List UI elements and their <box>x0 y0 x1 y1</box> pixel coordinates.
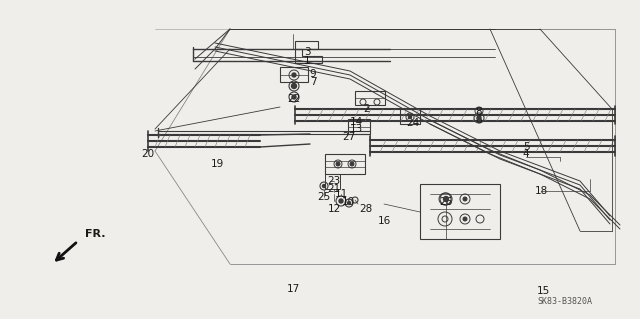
Circle shape <box>463 197 467 201</box>
Text: 28: 28 <box>360 204 372 214</box>
Circle shape <box>444 197 449 202</box>
Text: SK83-B3820A: SK83-B3820A <box>538 296 593 306</box>
Circle shape <box>291 84 296 88</box>
Circle shape <box>477 116 481 120</box>
Circle shape <box>292 95 296 99</box>
Circle shape <box>292 73 296 77</box>
Text: 17: 17 <box>286 284 300 294</box>
Text: 13: 13 <box>349 124 363 134</box>
Text: 10: 10 <box>341 197 355 207</box>
Circle shape <box>348 202 351 204</box>
Text: 7: 7 <box>310 77 316 87</box>
Text: 12: 12 <box>328 204 340 214</box>
Text: 20: 20 <box>141 149 155 159</box>
Text: 11: 11 <box>334 189 348 199</box>
Text: 22: 22 <box>287 94 301 104</box>
Circle shape <box>408 115 412 118</box>
Text: 14: 14 <box>349 117 363 127</box>
Text: 3: 3 <box>304 47 310 57</box>
Text: 4: 4 <box>523 149 529 159</box>
Circle shape <box>350 162 354 166</box>
Text: 9: 9 <box>310 69 316 79</box>
Text: 1: 1 <box>304 56 310 66</box>
Circle shape <box>336 162 340 166</box>
Text: 19: 19 <box>211 159 223 169</box>
Text: 18: 18 <box>534 186 548 196</box>
Text: 23: 23 <box>328 176 340 186</box>
Text: 15: 15 <box>536 286 550 296</box>
Text: 24: 24 <box>406 118 420 128</box>
Circle shape <box>323 184 326 188</box>
Text: 26: 26 <box>440 197 452 207</box>
Circle shape <box>463 217 467 221</box>
Text: 16: 16 <box>378 216 390 226</box>
Text: 8: 8 <box>476 107 483 117</box>
Text: 6: 6 <box>476 115 483 125</box>
Text: 25: 25 <box>317 192 331 202</box>
Circle shape <box>339 199 343 203</box>
Text: 5: 5 <box>523 142 529 152</box>
Text: FR.: FR. <box>85 229 106 239</box>
Text: 2: 2 <box>364 104 371 114</box>
Text: 27: 27 <box>342 132 356 142</box>
Text: 21: 21 <box>328 184 340 194</box>
